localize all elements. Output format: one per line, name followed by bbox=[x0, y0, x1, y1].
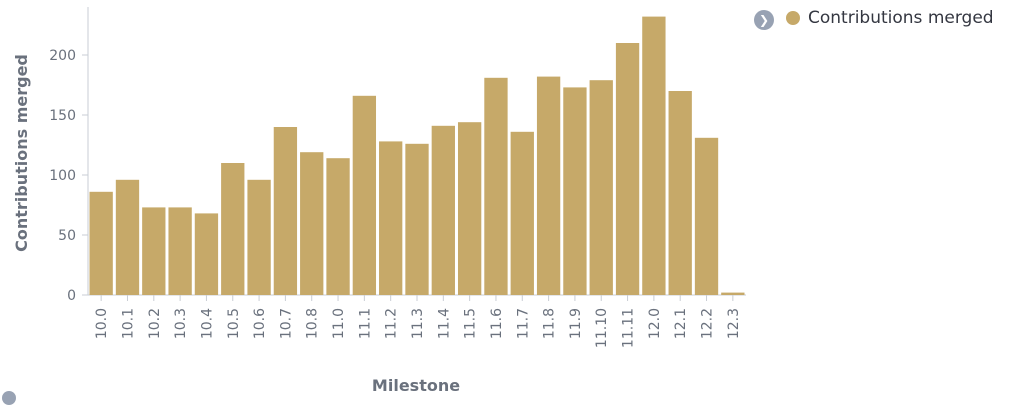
x-tick-label: 11.4 bbox=[436, 308, 452, 339]
x-tick-label: 11.11 bbox=[621, 308, 637, 348]
x-tick-label: 10.3 bbox=[173, 308, 189, 339]
y-tick-label: 150 bbox=[49, 108, 76, 124]
bar-series bbox=[89, 16, 745, 296]
y-axis-ticks: 0 50 100 150 200 bbox=[49, 48, 88, 304]
bar-10.3[interactable] bbox=[168, 207, 192, 295]
x-axis-title: Milestone bbox=[372, 376, 460, 395]
x-tick-label: 11.2 bbox=[384, 308, 400, 339]
x-tick-label: 10.4 bbox=[199, 308, 215, 339]
bar-11.2[interactable] bbox=[379, 141, 403, 295]
bar-11.4[interactable] bbox=[431, 125, 455, 295]
y-tick-label: 100 bbox=[49, 168, 76, 184]
x-tick-label: 11.1 bbox=[357, 308, 373, 339]
bar-11.6[interactable] bbox=[484, 77, 508, 295]
bar-11.5[interactable] bbox=[457, 122, 482, 295]
x-tick-label: 10.5 bbox=[226, 308, 242, 339]
x-tick-label: 12.1 bbox=[673, 308, 689, 339]
y-axis-title: Contributions merged bbox=[12, 54, 31, 252]
help-icon[interactable] bbox=[2, 391, 16, 405]
legend: ❯ Contributions merged bbox=[754, 6, 994, 30]
x-tick-label: 10.0 bbox=[94, 308, 110, 339]
x-axis-ticks: 10.0 10.1 10.2 10.3 10.4 10.5 10.6 10.7 10.8 11.0… bbox=[94, 295, 742, 348]
bar-12.2[interactable] bbox=[694, 137, 719, 295]
y-tick-label: 200 bbox=[49, 48, 76, 64]
x-tick-label: 12.2 bbox=[700, 308, 716, 339]
bar-11.7[interactable] bbox=[510, 131, 534, 295]
bar-12.0[interactable] bbox=[642, 16, 666, 295]
x-tick-label: 11.10 bbox=[594, 308, 610, 348]
bar-11.11[interactable] bbox=[615, 43, 640, 295]
bar-11.3[interactable] bbox=[405, 143, 429, 295]
x-tick-label: 11.8 bbox=[542, 308, 558, 339]
x-tick-label: 10.6 bbox=[252, 308, 268, 339]
x-tick-label: 11.7 bbox=[515, 308, 531, 339]
bar-10.6[interactable] bbox=[247, 179, 271, 295]
x-tick-label: 12.3 bbox=[726, 308, 742, 339]
bar-10.4[interactable] bbox=[194, 213, 219, 295]
x-tick-label: 12.0 bbox=[647, 308, 663, 339]
y-tick-label: 0 bbox=[67, 288, 76, 304]
x-tick-label: 11.5 bbox=[463, 308, 479, 339]
legend-swatch bbox=[786, 11, 800, 25]
bar-11.9[interactable] bbox=[563, 87, 587, 296]
x-tick-label: 11.9 bbox=[568, 308, 584, 339]
bar-11.8[interactable] bbox=[536, 76, 561, 295]
bar-10.1[interactable] bbox=[115, 179, 140, 295]
x-tick-label: 10.8 bbox=[305, 308, 321, 339]
bar-11.10[interactable] bbox=[589, 80, 613, 295]
bar-10.7[interactable] bbox=[273, 127, 298, 295]
bar-10.2[interactable] bbox=[142, 207, 166, 295]
bar-10.0[interactable] bbox=[89, 191, 113, 295]
bar-11.1[interactable] bbox=[352, 95, 377, 295]
bar-12.1[interactable] bbox=[668, 91, 692, 295]
x-tick-label: 11.6 bbox=[489, 308, 505, 339]
x-tick-label: 10.2 bbox=[147, 308, 163, 339]
bar-10.8[interactable] bbox=[300, 152, 324, 295]
x-tick-label: 11.0 bbox=[331, 308, 347, 339]
legend-item-label[interactable]: Contributions merged bbox=[808, 8, 994, 28]
bar-12.3[interactable] bbox=[721, 292, 745, 295]
chevron-right-icon[interactable]: ❯ bbox=[754, 10, 774, 30]
x-tick-label: 10.1 bbox=[120, 308, 136, 339]
bar-10.5[interactable] bbox=[221, 163, 245, 295]
y-tick-label: 50 bbox=[58, 228, 76, 244]
x-tick-label: 11.3 bbox=[410, 308, 426, 339]
x-tick-label: 10.7 bbox=[278, 308, 294, 339]
bar-11.0[interactable] bbox=[326, 158, 350, 295]
